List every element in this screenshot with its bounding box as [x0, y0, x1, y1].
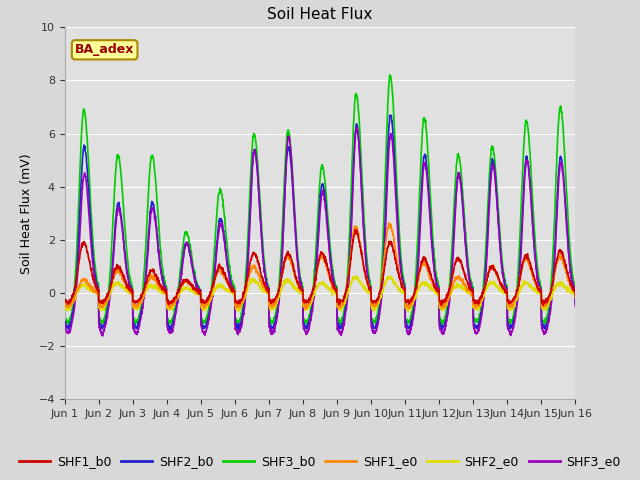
SHF1_b0: [572, 292, 579, 298]
SHF2_b0: [387, 112, 394, 118]
Line: SHF1_e0: SHF1_e0: [65, 223, 575, 309]
SHF2_b0: [541, 324, 548, 330]
SHF3_e0: [346, 263, 353, 269]
SHF2_e0: [61, 301, 68, 307]
SHF2_b0: [61, 319, 68, 325]
SHF1_e0: [301, 306, 309, 312]
SHF1_e0: [346, 260, 353, 265]
SHF3_e0: [204, 324, 211, 330]
Legend: SHF1_b0, SHF2_b0, SHF3_b0, SHF1_e0, SHF2_e0, SHF3_e0: SHF1_b0, SHF2_b0, SHF3_b0, SHF1_e0, SHF2…: [14, 450, 626, 473]
SHF3_e0: [335, 328, 342, 334]
SHF1_e0: [204, 301, 211, 307]
SHF1_b0: [468, 287, 476, 293]
SHF3_b0: [335, 317, 342, 323]
Line: SHF3_b0: SHF3_b0: [65, 75, 575, 324]
SHF1_e0: [527, 267, 534, 273]
Line: SHF1_b0: SHF1_b0: [65, 229, 575, 305]
SHF2_e0: [204, 303, 211, 309]
SHF1_b0: [346, 266, 353, 272]
Y-axis label: Soil Heat Flux (mV): Soil Heat Flux (mV): [20, 153, 33, 274]
SHF2_b0: [468, 287, 476, 292]
Line: SHF3_e0: SHF3_e0: [65, 127, 575, 336]
SHF1_e0: [385, 220, 392, 226]
SHF1_b0: [353, 227, 360, 232]
SHF2_e0: [468, 291, 476, 297]
SHF3_b0: [204, 313, 211, 319]
SHF2_e0: [346, 286, 353, 291]
SHF2_e0: [527, 284, 534, 289]
SHF3_e0: [468, 288, 476, 294]
SHF2_b0: [204, 319, 211, 325]
SHF3_b0: [346, 227, 353, 232]
SHF2_e0: [335, 304, 342, 310]
Text: BA_adex: BA_adex: [75, 43, 134, 56]
SHF3_e0: [541, 329, 548, 335]
SHF1_b0: [541, 299, 548, 304]
SHF3_e0: [99, 333, 106, 339]
SHF1_e0: [335, 301, 342, 307]
SHF3_e0: [527, 189, 534, 194]
SHF2_b0: [335, 322, 342, 327]
SHF1_b0: [527, 260, 534, 266]
SHF1_e0: [468, 290, 476, 296]
SHF2_b0: [572, 301, 579, 307]
SHF3_b0: [527, 160, 534, 166]
SHF1_e0: [61, 300, 68, 306]
SHF1_e0: [541, 303, 548, 309]
Line: SHF2_b0: SHF2_b0: [65, 115, 575, 330]
SHF3_e0: [61, 323, 68, 328]
SHF3_e0: [353, 124, 360, 130]
SHF1_b0: [204, 297, 211, 302]
SHF2_b0: [166, 327, 174, 333]
SHF2_e0: [387, 273, 395, 279]
SHF1_b0: [540, 302, 547, 308]
SHF2_b0: [346, 252, 353, 258]
SHF3_b0: [541, 316, 548, 322]
SHF3_b0: [386, 72, 394, 78]
SHF2_e0: [404, 309, 412, 314]
Line: SHF2_e0: SHF2_e0: [65, 276, 575, 312]
SHF3_e0: [572, 303, 579, 309]
SHF3_b0: [572, 299, 579, 304]
SHF2_b0: [527, 188, 534, 194]
SHF3_b0: [61, 313, 68, 319]
SHF2_e0: [541, 305, 548, 311]
SHF1_b0: [61, 297, 68, 303]
SHF1_b0: [335, 296, 342, 302]
SHF3_b0: [468, 284, 476, 289]
SHF1_e0: [572, 295, 579, 300]
SHF3_b0: [336, 322, 344, 327]
Title: Soil Heat Flux: Soil Heat Flux: [268, 7, 372, 22]
SHF2_e0: [572, 294, 579, 300]
